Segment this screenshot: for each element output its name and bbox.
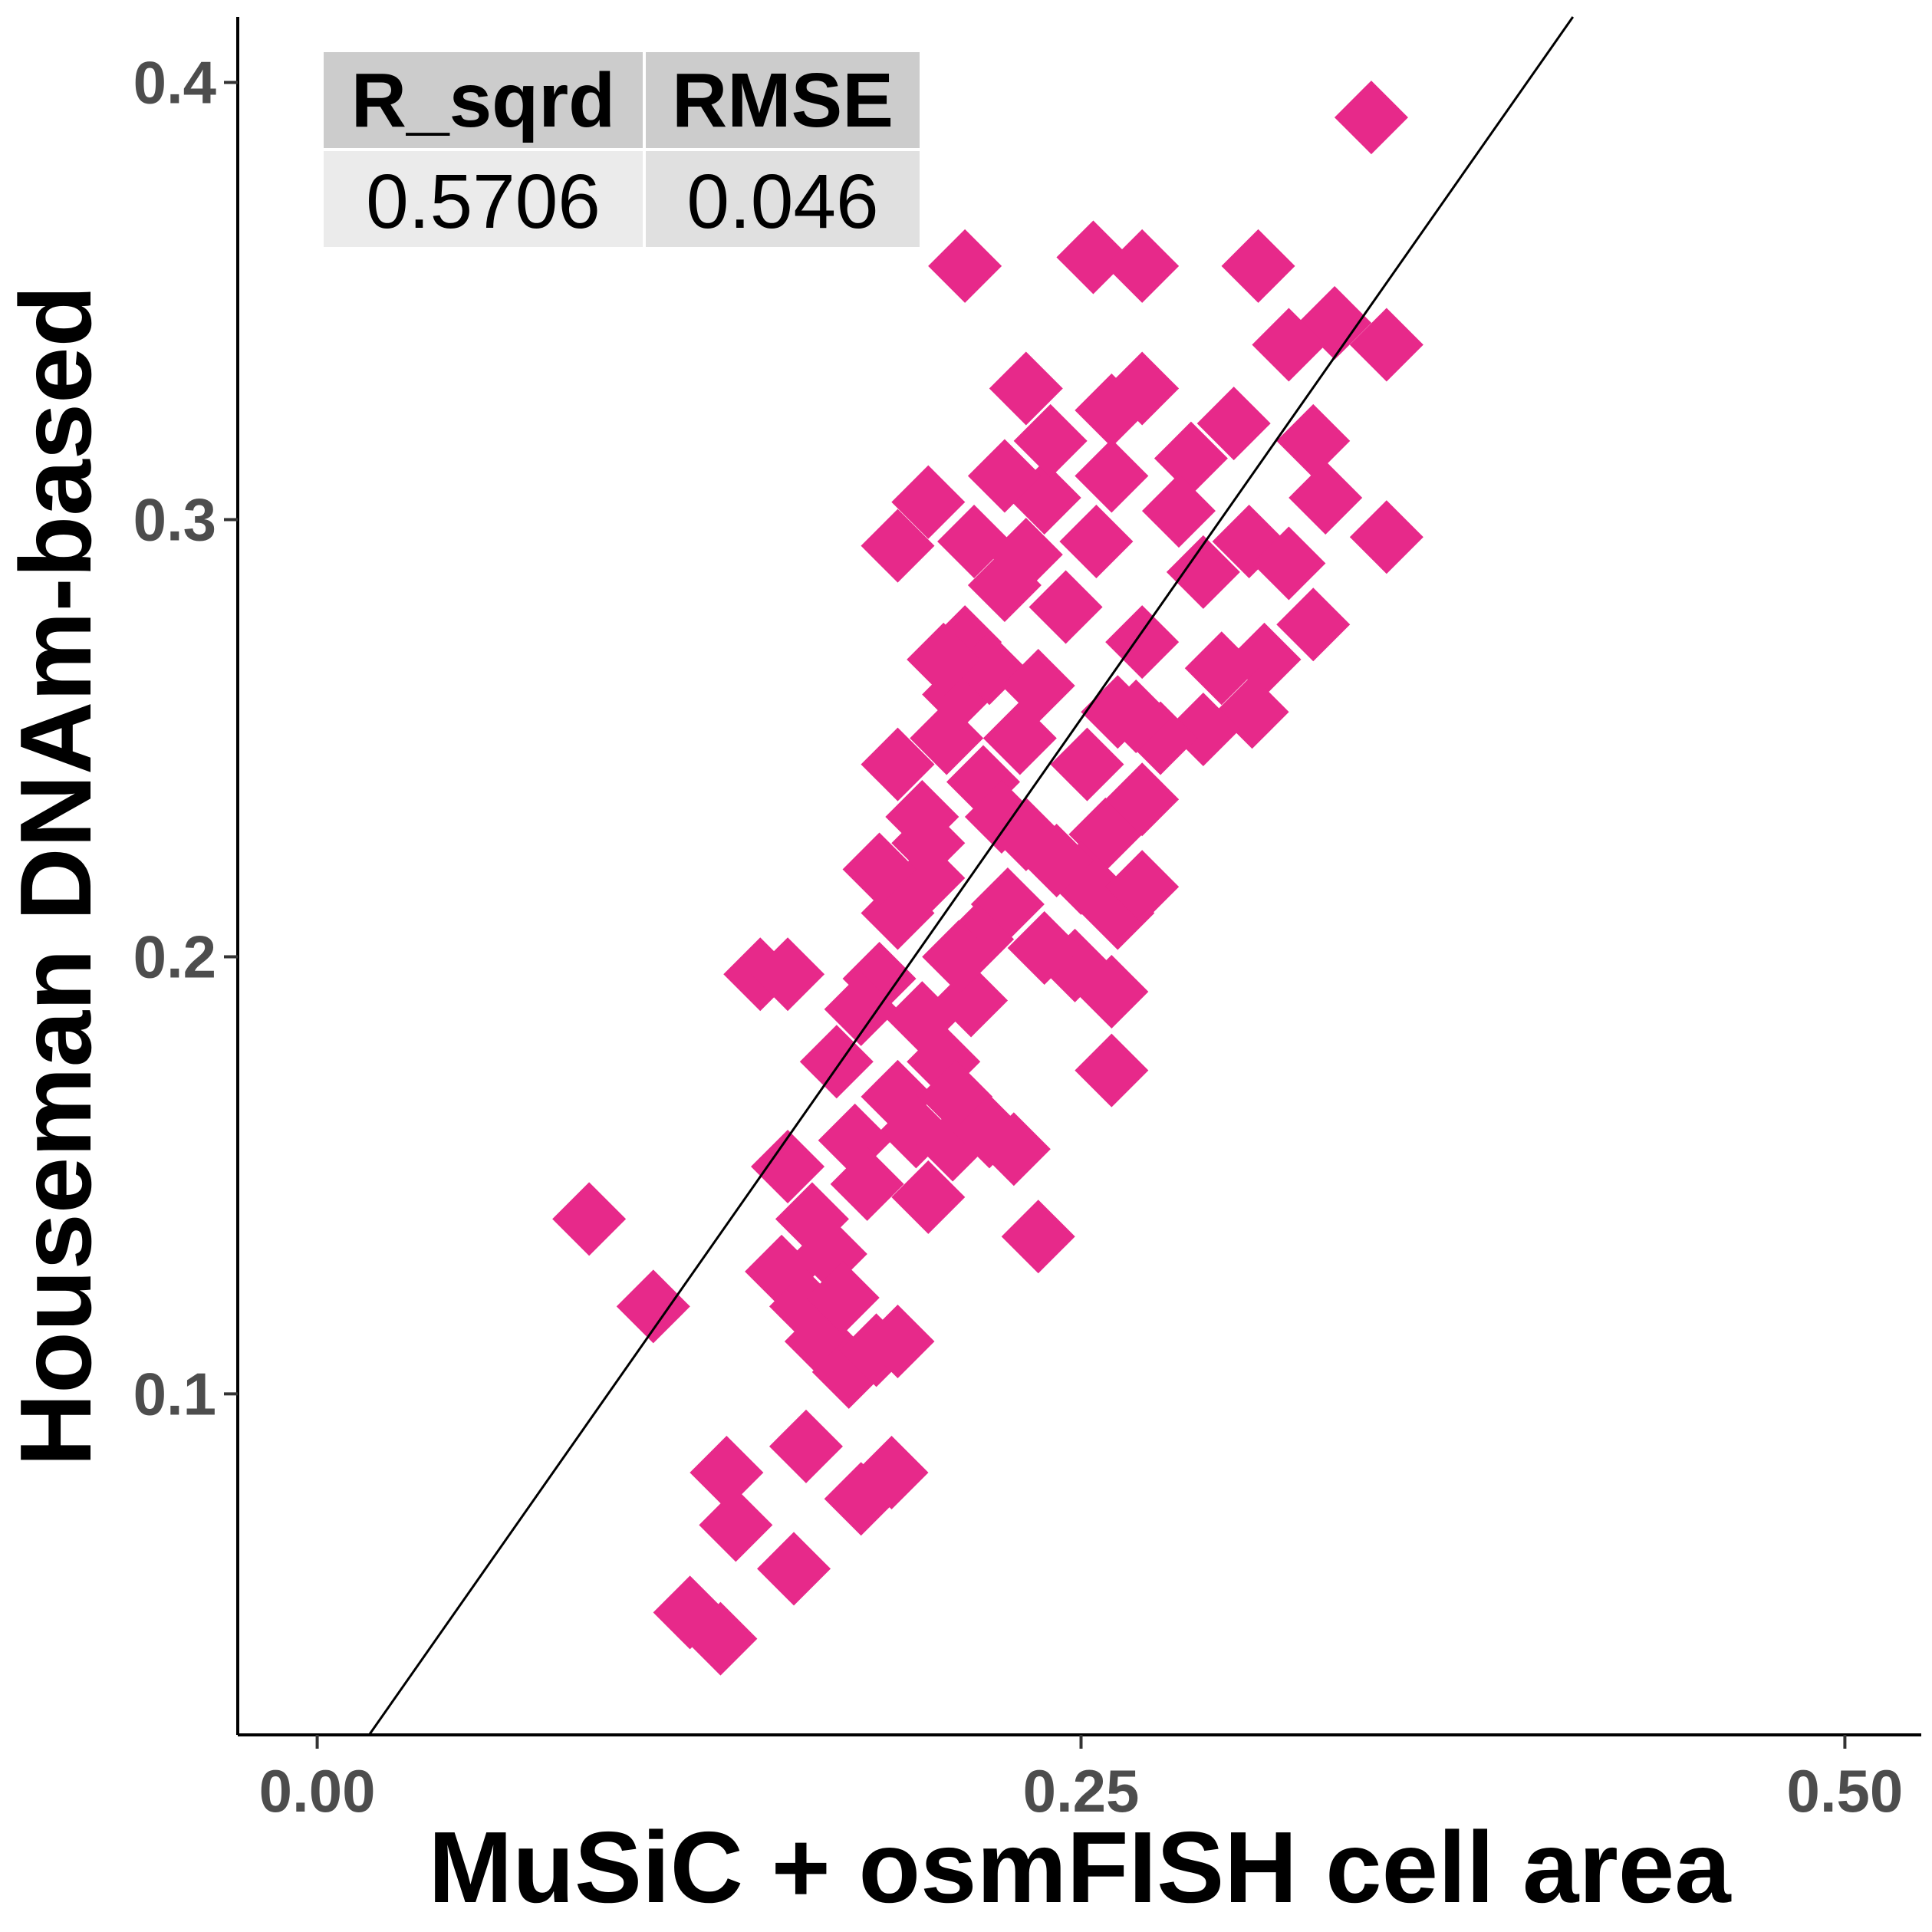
data-point (976, 1112, 1051, 1187)
data-point (989, 351, 1063, 426)
data-point (1276, 403, 1351, 478)
data-point (989, 518, 1063, 592)
data-point (1166, 535, 1240, 609)
data-point (861, 727, 935, 801)
data-point (1075, 1033, 1149, 1108)
table-header-text: RMSE (672, 58, 894, 143)
data-point (1349, 308, 1423, 382)
ticks-layer: 0.00 0.25 0.50 0.1 0.2 0.3 0.4 (133, 48, 1904, 1825)
data-point (1001, 649, 1075, 723)
data-point (1059, 504, 1134, 578)
data-point (1196, 387, 1271, 461)
data-point (989, 797, 1063, 871)
x-tick-label: 0.00 (259, 1757, 376, 1825)
y-tick-label: 0.4 (133, 48, 216, 116)
data-point (1050, 727, 1124, 801)
table-value-text: 0.046 (686, 159, 878, 245)
points-layer (552, 81, 1423, 1676)
table-value-cell (646, 151, 920, 247)
data-point (885, 981, 959, 1055)
data-point (1221, 229, 1295, 303)
data-point (861, 509, 935, 583)
data-point (757, 1532, 831, 1606)
table-header-cell (324, 52, 643, 148)
data-point (1056, 220, 1131, 295)
y-axis-title: Houseman DNAm-based (0, 285, 112, 1466)
x-tick-label: 0.50 (1787, 1757, 1904, 1825)
table-value-text: 0.5706 (366, 159, 601, 245)
x-axis-title: MuSiC + osmFISH cell area (428, 1811, 1732, 1924)
data-point (1029, 570, 1103, 644)
data-point (1105, 605, 1180, 680)
x-tick-label: 0.25 (1023, 1757, 1140, 1825)
data-point (861, 1305, 935, 1379)
data-point (751, 1130, 825, 1204)
data-point (937, 504, 1012, 578)
data-point (690, 1436, 764, 1510)
data-point (1105, 850, 1180, 924)
data-point (1013, 403, 1088, 478)
data-point (1105, 762, 1180, 837)
data-point (854, 1436, 929, 1510)
data-point (1075, 439, 1149, 513)
stats-table: R_sqrd RMSE 0.5706 0.046 (324, 52, 920, 247)
data-point (928, 229, 1002, 303)
data-point (1289, 460, 1363, 535)
data-point (1184, 631, 1259, 706)
data-point (830, 1147, 904, 1221)
data-point (967, 439, 1042, 513)
data-point (683, 1601, 758, 1676)
y-tick-label: 0.2 (133, 923, 216, 990)
data-point (1252, 526, 1326, 601)
data-point (891, 465, 966, 539)
data-point (1007, 911, 1081, 986)
fit-line (368, 16, 1575, 1736)
data-point (805, 1261, 880, 1335)
table-header-text: R_sqrd (351, 58, 616, 143)
data-point (751, 937, 825, 1012)
data-point (552, 1182, 627, 1256)
data-point (907, 622, 981, 696)
data-point (1276, 587, 1351, 662)
data-point (769, 1409, 843, 1483)
data-point (891, 806, 966, 880)
data-point (1334, 81, 1408, 155)
data-point (1001, 1200, 1075, 1274)
data-point (922, 920, 996, 994)
data-point (1349, 500, 1423, 574)
data-point (824, 972, 898, 1046)
data-point (616, 1269, 690, 1344)
data-point (1154, 421, 1228, 495)
data-point (1252, 308, 1326, 382)
data-point (1105, 229, 1180, 303)
y-tick-label: 0.3 (133, 485, 216, 553)
table-header-cell (646, 52, 920, 148)
data-point (842, 832, 917, 907)
data-point (891, 1160, 966, 1234)
data-point (1075, 955, 1149, 1029)
y-tick-label: 0.1 (133, 1360, 216, 1427)
data-point (1105, 351, 1180, 426)
data-point (699, 1488, 773, 1562)
data-point (1141, 474, 1216, 548)
table-value-cell (324, 151, 643, 247)
fit-line-layer (368, 16, 1575, 1736)
